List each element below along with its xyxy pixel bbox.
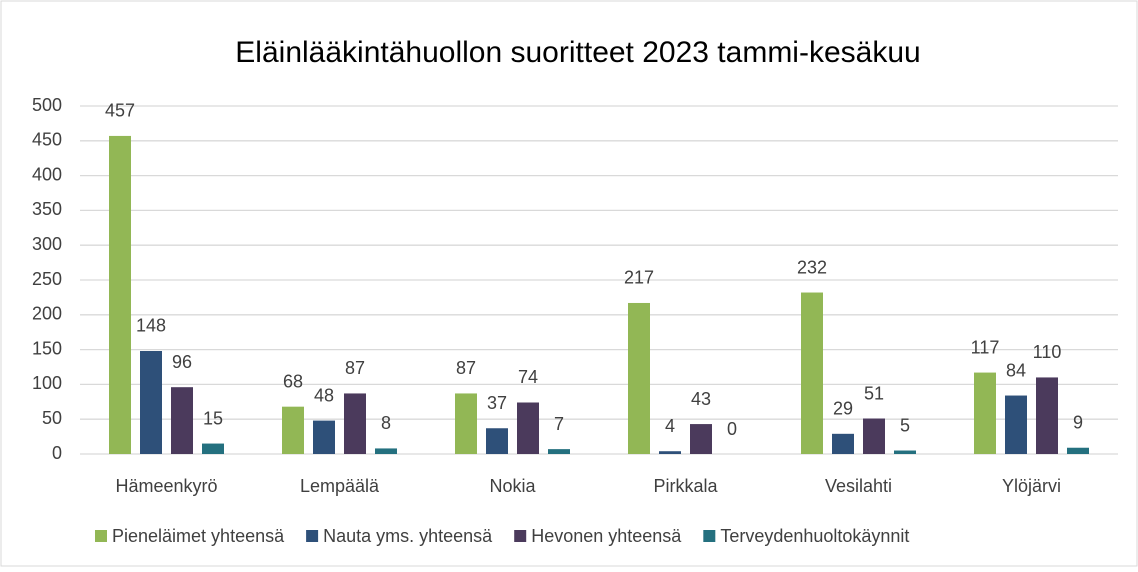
data-label: 457 [105,101,135,121]
x-tick-label: Ylöjärvi [1002,476,1061,496]
data-label: 8 [381,413,391,433]
data-label: 87 [456,358,476,378]
y-tick-label: 250 [32,269,62,289]
bar [171,387,193,454]
bar [863,418,885,454]
data-label: 5 [900,415,910,435]
x-tick-label: Lempäälä [300,476,380,496]
y-tick-label: 0 [52,443,62,463]
data-label: 96 [172,352,192,372]
data-label: 43 [691,389,711,409]
legend-swatch [306,530,319,542]
chart-title: Eläinlääkintähuollon suoritteet 2023 tam… [235,36,920,69]
bar [140,350,162,454]
data-label: 0 [727,419,737,439]
data-label: 48 [314,385,334,405]
y-tick-label: 200 [32,304,62,324]
data-label: 68 [283,371,303,391]
bar [659,451,681,454]
legend-label: Hevonen yhteensä [531,526,682,546]
x-tick-label: Vesilahti [825,476,892,496]
data-label: 7 [554,414,564,434]
y-tick-label: 350 [32,199,62,219]
bar [974,372,996,454]
data-label: 29 [833,399,853,419]
y-tick-label: 50 [42,408,62,428]
bar [832,433,854,454]
legend-swatch [514,530,527,542]
data-label: 87 [345,358,365,378]
data-label: 117 [971,337,1000,357]
data-label: 110 [1033,342,1062,362]
data-label: 51 [864,383,884,403]
bar [690,424,712,454]
bar [1036,377,1058,454]
bar [455,393,477,454]
bar [628,302,650,454]
data-label: 15 [203,408,223,428]
legend-label: Terveydenhuoltokäynnit [720,526,909,546]
bar [202,443,224,454]
x-tick-label: Hämeenkyrö [115,476,217,496]
data-label: 84 [1006,360,1026,380]
data-label: 148 [136,316,166,336]
bar [548,449,570,454]
y-tick-label: 450 [32,130,62,150]
bar [801,292,823,454]
bar [375,448,397,454]
y-tick-label: 400 [32,164,62,184]
bar [894,450,916,454]
y-tick-label: 300 [32,234,62,254]
bar [486,428,508,454]
bar [109,135,131,455]
data-label: 74 [518,367,538,387]
bar [313,420,335,454]
data-label: 9 [1073,412,1083,432]
data-label: 232 [797,257,827,277]
data-label: 4 [665,416,675,436]
legend-label: Pieneläimet yhteensä [112,526,285,546]
y-tick-label: 500 [32,95,62,115]
bar [1005,395,1027,454]
data-label: 217 [624,268,654,288]
legend-swatch [95,530,107,542]
x-tick-label: Nokia [489,476,536,496]
y-tick-label: 100 [32,373,62,393]
bar [282,406,304,454]
bar [344,393,366,454]
y-tick-label: 150 [32,338,62,358]
x-tick-label: Pirkkala [653,476,718,496]
legend-label: Nauta yms. yhteensä [323,526,493,546]
legend-swatch [703,530,716,542]
bar [517,402,539,454]
data-label: 37 [487,393,507,413]
bar [1067,447,1089,454]
